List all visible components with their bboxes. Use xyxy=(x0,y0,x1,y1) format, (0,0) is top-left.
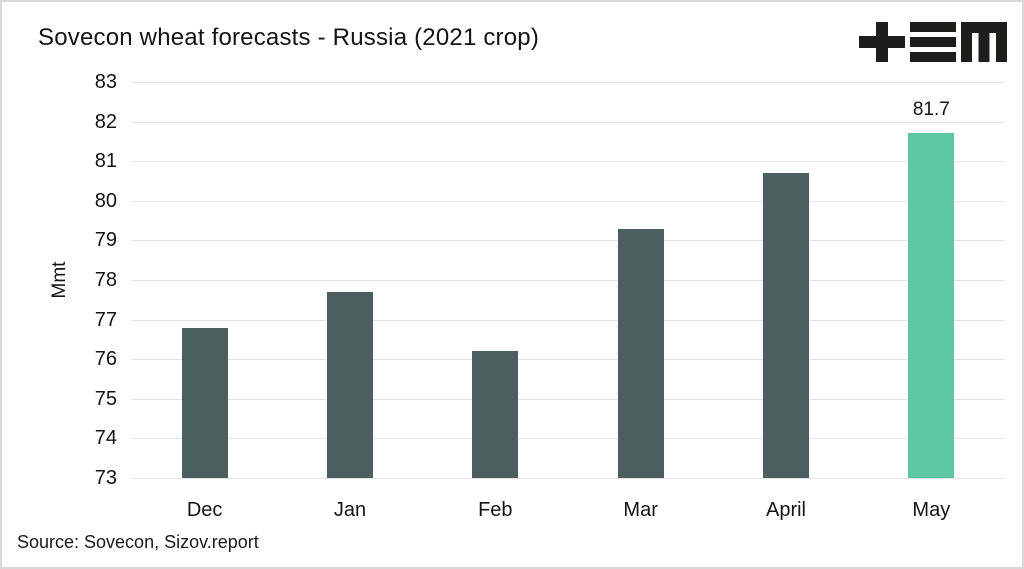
gridline xyxy=(132,121,1004,123)
x-tick-label: May xyxy=(912,499,951,521)
bar-mar xyxy=(617,228,664,478)
gridline xyxy=(132,438,1004,440)
y-tick-label: 81 xyxy=(94,150,117,173)
gridline xyxy=(132,82,1004,83)
gridline xyxy=(132,240,1004,242)
plot-area: Dec Jan Feb Mar April May 81.7 xyxy=(132,82,1004,521)
bar-may xyxy=(908,133,955,478)
gridline xyxy=(132,280,1004,281)
source-note: Source: Sovecon, Sizov.report xyxy=(17,532,259,552)
x-tick-label: Jan xyxy=(333,499,367,521)
y-tick-label: 80 xyxy=(94,189,117,212)
y-tick-label: 74 xyxy=(94,427,117,450)
y-tick-label: 83 xyxy=(94,71,117,93)
chart-title: Sovecon wheat forecasts - Russia (2021 c… xyxy=(38,24,540,51)
gridline xyxy=(132,478,1004,479)
y-tick-label: 73 xyxy=(94,467,117,489)
m-glyph-icon xyxy=(961,22,1007,62)
tem-logo xyxy=(859,22,1007,62)
gridline xyxy=(132,161,1004,163)
x-tick-label: Mar xyxy=(623,499,658,521)
x-tick-label: Dec xyxy=(186,499,223,521)
bar-jan xyxy=(327,291,373,478)
y-tick-label: 75 xyxy=(94,387,117,410)
x-tick-label: April xyxy=(765,499,807,521)
y-tick-label: 77 xyxy=(94,308,117,331)
x-tick-label: Feb xyxy=(478,499,513,521)
bar-dec xyxy=(181,327,228,478)
gridline xyxy=(132,359,1004,361)
bar-april xyxy=(763,173,809,478)
gridline xyxy=(132,319,1004,321)
y-tick-label: 78 xyxy=(94,269,117,291)
gridline xyxy=(132,398,1004,400)
bar-value-label: 81.7 xyxy=(912,99,950,121)
bar-feb xyxy=(472,351,519,478)
y-axis-ticks: 83 82 81 80 79 78 77 76 75 74 73 xyxy=(2,71,117,489)
plus-icon xyxy=(859,22,905,62)
y-tick-label: 82 xyxy=(94,110,117,133)
y-tick-label: 79 xyxy=(94,229,117,252)
gridline xyxy=(132,200,1004,202)
y-tick-label: 76 xyxy=(94,348,117,371)
triple-bar-icon xyxy=(910,22,956,62)
